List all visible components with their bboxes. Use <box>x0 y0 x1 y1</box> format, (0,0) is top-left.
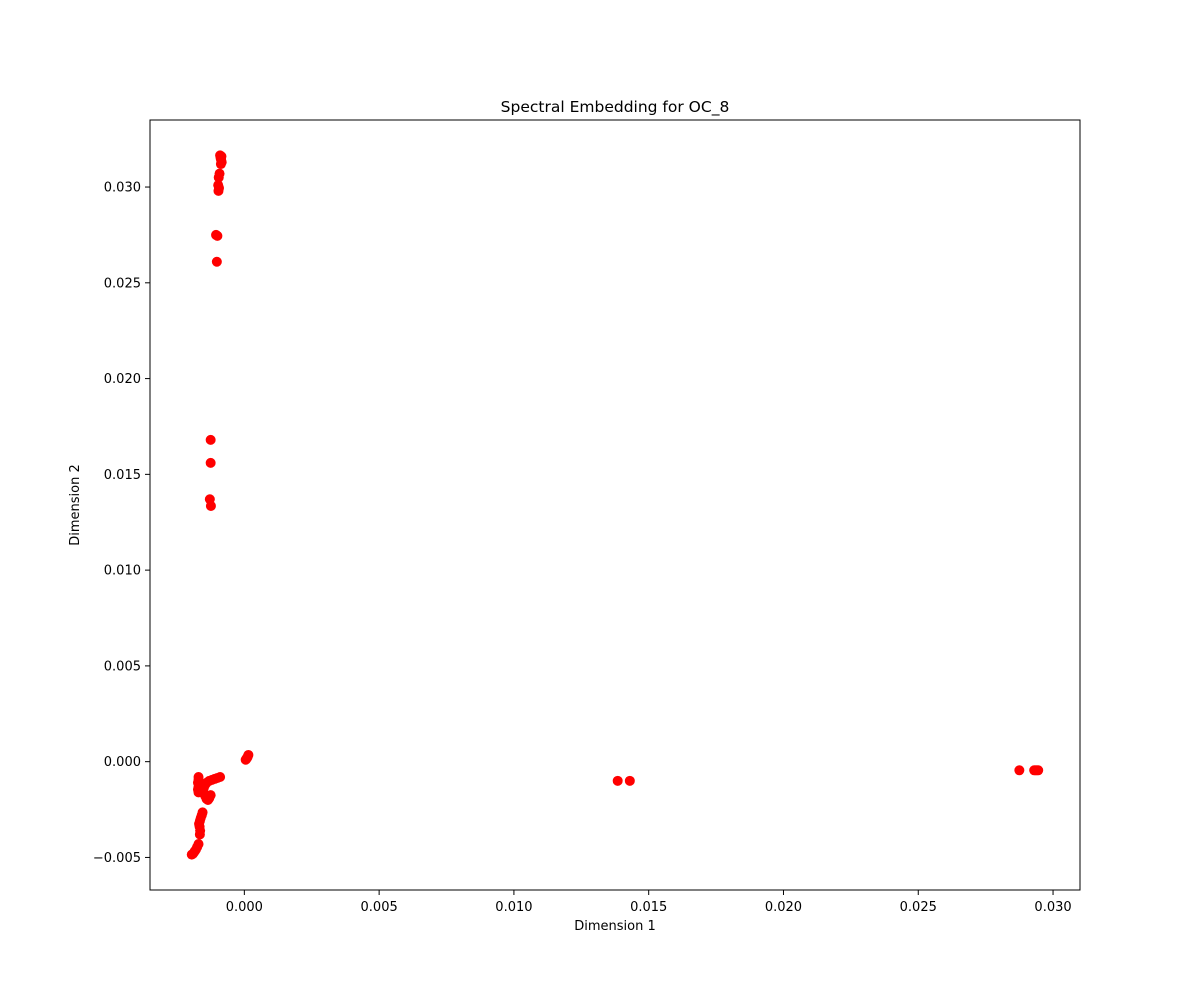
y-tick-label: 0.005 <box>104 659 141 674</box>
data-points <box>186 150 1044 860</box>
scatter-point <box>1014 765 1025 776</box>
x-tick-label: 0.010 <box>495 900 532 915</box>
y-tick-label: 0.025 <box>104 276 141 291</box>
y-tick-label: 0.010 <box>104 564 141 579</box>
y-tick-label: 0.020 <box>104 372 141 387</box>
scatter-point <box>205 457 216 468</box>
chart-title: Spectral Embedding for OC_8 <box>501 98 730 117</box>
x-tick-label: 0.030 <box>1034 900 1071 915</box>
scatter-point <box>205 500 216 511</box>
scatter-point <box>213 172 224 183</box>
x-tick-label: 0.005 <box>361 900 398 915</box>
scatter-point <box>241 753 252 764</box>
y-tick-label: −0.005 <box>93 851 141 866</box>
scatter-point <box>213 185 224 196</box>
scatter-point <box>1033 765 1044 776</box>
scatter-point <box>612 775 623 786</box>
x-tick-label: 0.015 <box>630 900 667 915</box>
scatter-point <box>194 785 205 796</box>
y-tick-label: 0.015 <box>104 468 141 483</box>
y-tick-label: 0.030 <box>104 181 141 196</box>
scatter-point <box>186 849 197 860</box>
scatter-point <box>212 230 223 241</box>
y-tick-label: 0.000 <box>104 755 141 770</box>
axis-ticks: 0.000 0.005 0.010 0.015 0.020 0.025 0.030 −0.00… <box>93 181 1072 915</box>
y-axis-label: Dimension 2 <box>68 464 83 546</box>
x-tick-label: 0.000 <box>226 900 263 915</box>
plot-frame <box>149 119 1081 891</box>
scatter-point <box>194 829 205 840</box>
scatter-point <box>205 434 216 445</box>
x-axis-label: Dimension 1 <box>574 919 656 934</box>
scatter-point <box>215 159 226 170</box>
x-tick-label: 0.020 <box>765 900 802 915</box>
scatter-point <box>624 775 635 786</box>
scatter-point <box>205 790 216 801</box>
scatter-point <box>211 256 222 267</box>
x-tick-label: 0.025 <box>900 900 937 915</box>
